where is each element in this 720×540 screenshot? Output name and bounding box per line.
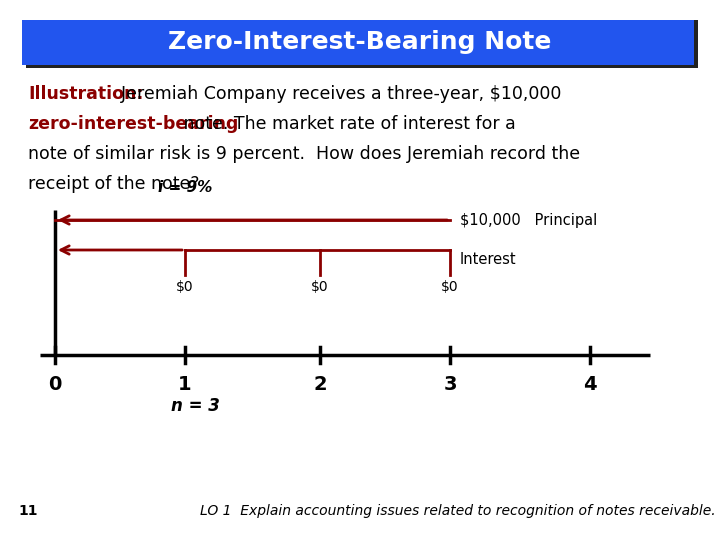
Text: Jeremiah Company receives a three-year, $10,000: Jeremiah Company receives a three-year, … [110,85,562,103]
Text: 1: 1 [178,375,192,394]
Text: 3: 3 [444,375,456,394]
Text: $0: $0 [176,280,194,294]
Text: i = 9%: i = 9% [158,180,212,195]
Text: zero-interest-bearing: zero-interest-bearing [28,115,238,133]
Text: Zero-Interest-Bearing Note: Zero-Interest-Bearing Note [168,30,552,54]
Text: note of similar risk is 9 percent.  How does Jeremiah record the: note of similar risk is 9 percent. How d… [28,145,580,163]
Text: $10,000   Principal: $10,000 Principal [460,213,598,227]
Text: 0: 0 [48,375,62,394]
Text: 4: 4 [583,375,597,394]
Text: 2: 2 [313,375,327,394]
Text: $0: $0 [311,280,329,294]
Text: $0: $0 [441,280,459,294]
Text: Interest: Interest [460,253,517,267]
Text: note. The market rate of interest for a: note. The market rate of interest for a [178,115,516,133]
Text: n = 3: n = 3 [171,397,220,415]
Text: 11: 11 [18,504,37,518]
Text: Illustration:: Illustration: [28,85,143,103]
Text: receipt of the note?: receipt of the note? [28,175,199,193]
Text: LO 1  Explain accounting issues related to recognition of notes receivable.: LO 1 Explain accounting issues related t… [200,504,716,518]
